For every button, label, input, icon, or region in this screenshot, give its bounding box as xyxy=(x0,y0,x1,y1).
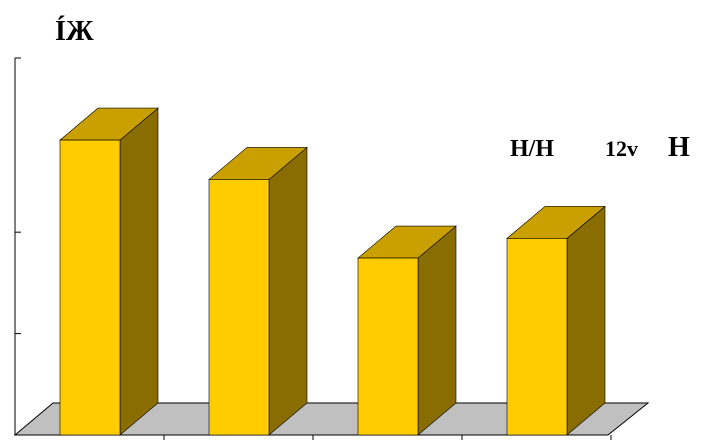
bar-front xyxy=(208,179,270,436)
bar xyxy=(357,225,457,436)
bar-side xyxy=(566,205,606,436)
annotation: H/H 12v H xyxy=(510,132,690,163)
corner-label: ÍЖ xyxy=(55,16,94,47)
bar-front xyxy=(357,257,419,436)
bar xyxy=(59,107,159,436)
bar-side xyxy=(268,146,308,436)
bar-front xyxy=(506,238,568,436)
annotation-left: H/H xyxy=(510,136,554,162)
bar-side xyxy=(417,225,457,436)
bar xyxy=(506,205,606,436)
annotation-right: H xyxy=(668,132,690,163)
bar xyxy=(208,146,308,436)
annotation-middle: 12v xyxy=(605,136,638,161)
bar-side xyxy=(119,107,159,436)
bar-front xyxy=(59,139,121,436)
